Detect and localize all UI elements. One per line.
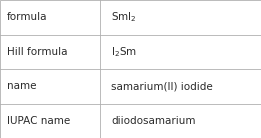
Text: Hill formula: Hill formula — [7, 47, 67, 57]
Text: $\mathregular{I_2Sm}$: $\mathregular{I_2Sm}$ — [111, 45, 137, 59]
Text: IUPAC name: IUPAC name — [7, 116, 70, 126]
Text: formula: formula — [7, 12, 47, 22]
Text: $\mathregular{SmI_2}$: $\mathregular{SmI_2}$ — [111, 10, 137, 24]
Text: samarium(II) iodide: samarium(II) iodide — [111, 81, 213, 91]
Text: diiodosamarium: diiodosamarium — [111, 116, 195, 126]
Text: name: name — [7, 81, 36, 91]
